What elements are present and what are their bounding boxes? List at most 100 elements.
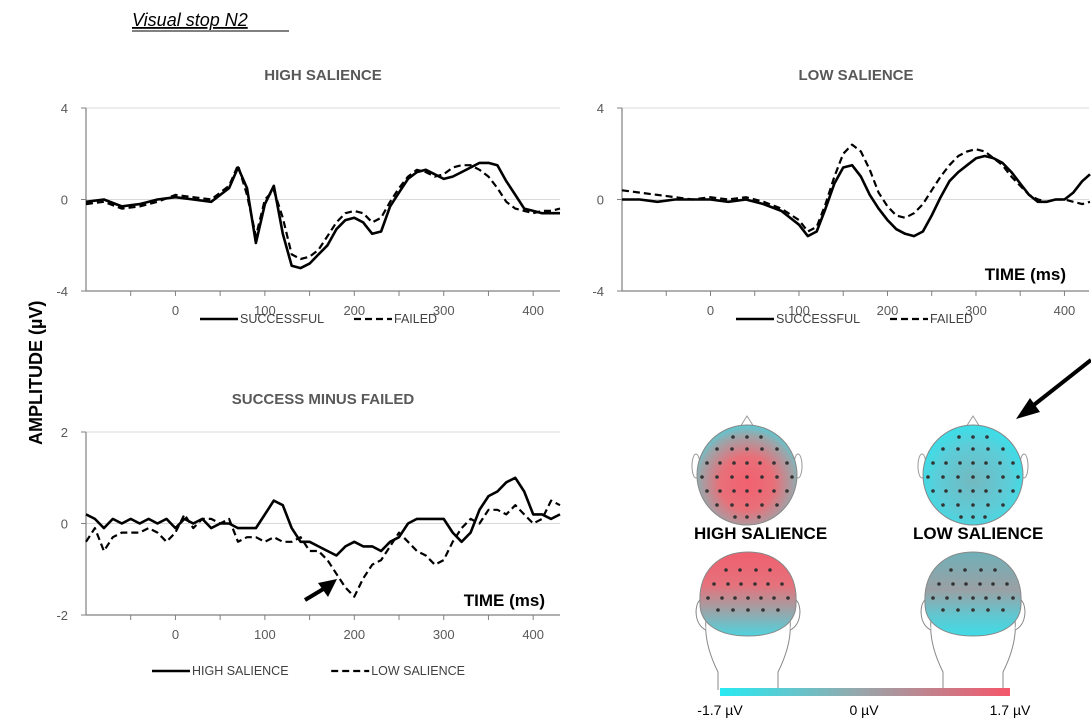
electrode-dot [715, 475, 719, 479]
x-tick-label: 400 [1054, 303, 1076, 318]
electrode-dot [985, 435, 989, 439]
y-tick-label: -4 [592, 284, 604, 299]
series-line-high-salience [85, 476, 561, 557]
topomap-low-salience-top [917, 415, 1029, 526]
electrode-dot [753, 582, 757, 586]
electrode-dot [712, 582, 716, 586]
electrode-dot [971, 596, 975, 600]
electrode-dot [780, 582, 784, 586]
electrode-dot [700, 475, 704, 479]
electrode-dot [746, 608, 750, 612]
electrode-dot [958, 489, 962, 493]
electrode-dot [978, 582, 982, 586]
topomap-label-high: HIGH SALIENCE [694, 524, 827, 543]
electrode-dot [951, 582, 955, 586]
electrode-dot [1011, 596, 1015, 600]
electrode-dot [986, 475, 990, 479]
electrode-dot [984, 596, 988, 600]
series-line-successful [85, 161, 560, 270]
electrode-dot [745, 475, 749, 479]
x-axis-label: TIME (ms) [464, 591, 545, 610]
electrode-dot [964, 582, 968, 586]
electrode-dot [760, 447, 764, 451]
electrode-dot [720, 596, 724, 600]
electrode-dot [732, 489, 736, 493]
electrode-dot [724, 568, 728, 572]
y-tick-label: 0 [61, 193, 68, 208]
x-tick-label: 400 [522, 627, 544, 642]
x-tick-label: 200 [343, 627, 365, 642]
electrode-dot [758, 489, 762, 493]
electrode-dot [730, 475, 734, 479]
topomap-high-salience-top [691, 415, 803, 526]
electrode-dot [775, 503, 779, 507]
colorbar-mid-label: 0 µV [849, 702, 879, 718]
electrode-dot [718, 461, 722, 465]
electrode-dot [718, 489, 722, 493]
electrode-dot [785, 489, 789, 493]
electrode-dot [998, 489, 1002, 493]
electrode-dot [945, 596, 949, 600]
electrode-dot [786, 596, 790, 600]
x-tick-label: 400 [522, 303, 544, 318]
electrode-dot [733, 515, 737, 519]
electrode-dot [931, 596, 935, 600]
electrode-dot [785, 461, 789, 465]
electrode-dot [775, 475, 779, 479]
electrode-dot [766, 582, 770, 586]
x-tick-label: 200 [343, 303, 365, 318]
electrode-dot [730, 447, 734, 451]
electrode-dot [776, 608, 780, 612]
legend-label: LOW SALIENCE [371, 664, 465, 678]
electrode-dot [926, 475, 930, 479]
legend-label: FAILED [394, 312, 437, 326]
series-line-low-salience [85, 499, 561, 598]
electrode-dot [941, 503, 945, 507]
series-line-successful [622, 154, 1091, 238]
electrode-dot [986, 447, 990, 451]
electrode-dot [993, 568, 997, 572]
electrode-dot [941, 608, 945, 612]
x-tick-label: 0 [172, 627, 179, 642]
electrode-dot [733, 596, 737, 600]
electrode-dot [956, 475, 960, 479]
arrow-topomap [1016, 358, 1091, 419]
chart-high-salience: HIGH SALIENCE -4 0 4 0 100 200 300 400 SUCCESSFUL… [56, 67, 561, 326]
electrode-dot [775, 447, 779, 451]
electrode-dot [941, 447, 945, 451]
electrode-dot [745, 503, 749, 507]
electrode-dot [759, 435, 763, 439]
colorbar: -1.7 µV 0 µV 1.7 µV [697, 688, 1031, 718]
electrode-dot [958, 596, 962, 600]
electrode-dot [716, 608, 720, 612]
electrode-dot [726, 582, 730, 586]
electrode-dot [715, 503, 719, 507]
chart-success-minus-failed: SUCCESS MINUS FAILED -2 0 2 0 100 200 300 400 HIG… [56, 391, 561, 678]
x-tick-label: 300 [433, 627, 455, 642]
electrode-dot [971, 475, 975, 479]
electrode-dot [937, 582, 941, 586]
topomap-high-salience-back [695, 551, 801, 690]
electrode-dot [705, 489, 709, 493]
y-tick-label: 4 [61, 101, 68, 116]
legend-label: FAILED [930, 312, 973, 326]
series-line-failed [85, 164, 561, 261]
electrode-dot [971, 608, 975, 612]
colorbar-gradient [720, 688, 1010, 696]
electrode-dot [1001, 475, 1005, 479]
electrode-dot [1011, 489, 1015, 493]
electrode-dot [979, 568, 983, 572]
electrode-dot [957, 435, 961, 439]
electrode-dot [986, 608, 990, 612]
electrode-dot [739, 582, 743, 586]
electrode-dot [1001, 447, 1005, 451]
chart-low-salience: LOW SALIENCE -4 0 4 0 100 200 300 400 SUCCESSFUL F… [592, 67, 1091, 326]
electrode-dot [757, 515, 761, 519]
x-tick-label: 300 [433, 303, 455, 318]
colorbar-min-label: -1.7 µV [697, 702, 743, 718]
electrode-dot [956, 447, 960, 451]
electrode-dot [1016, 475, 1020, 479]
electrode-dot [997, 596, 1001, 600]
chart-title: HIGH SALIENCE [264, 67, 382, 84]
